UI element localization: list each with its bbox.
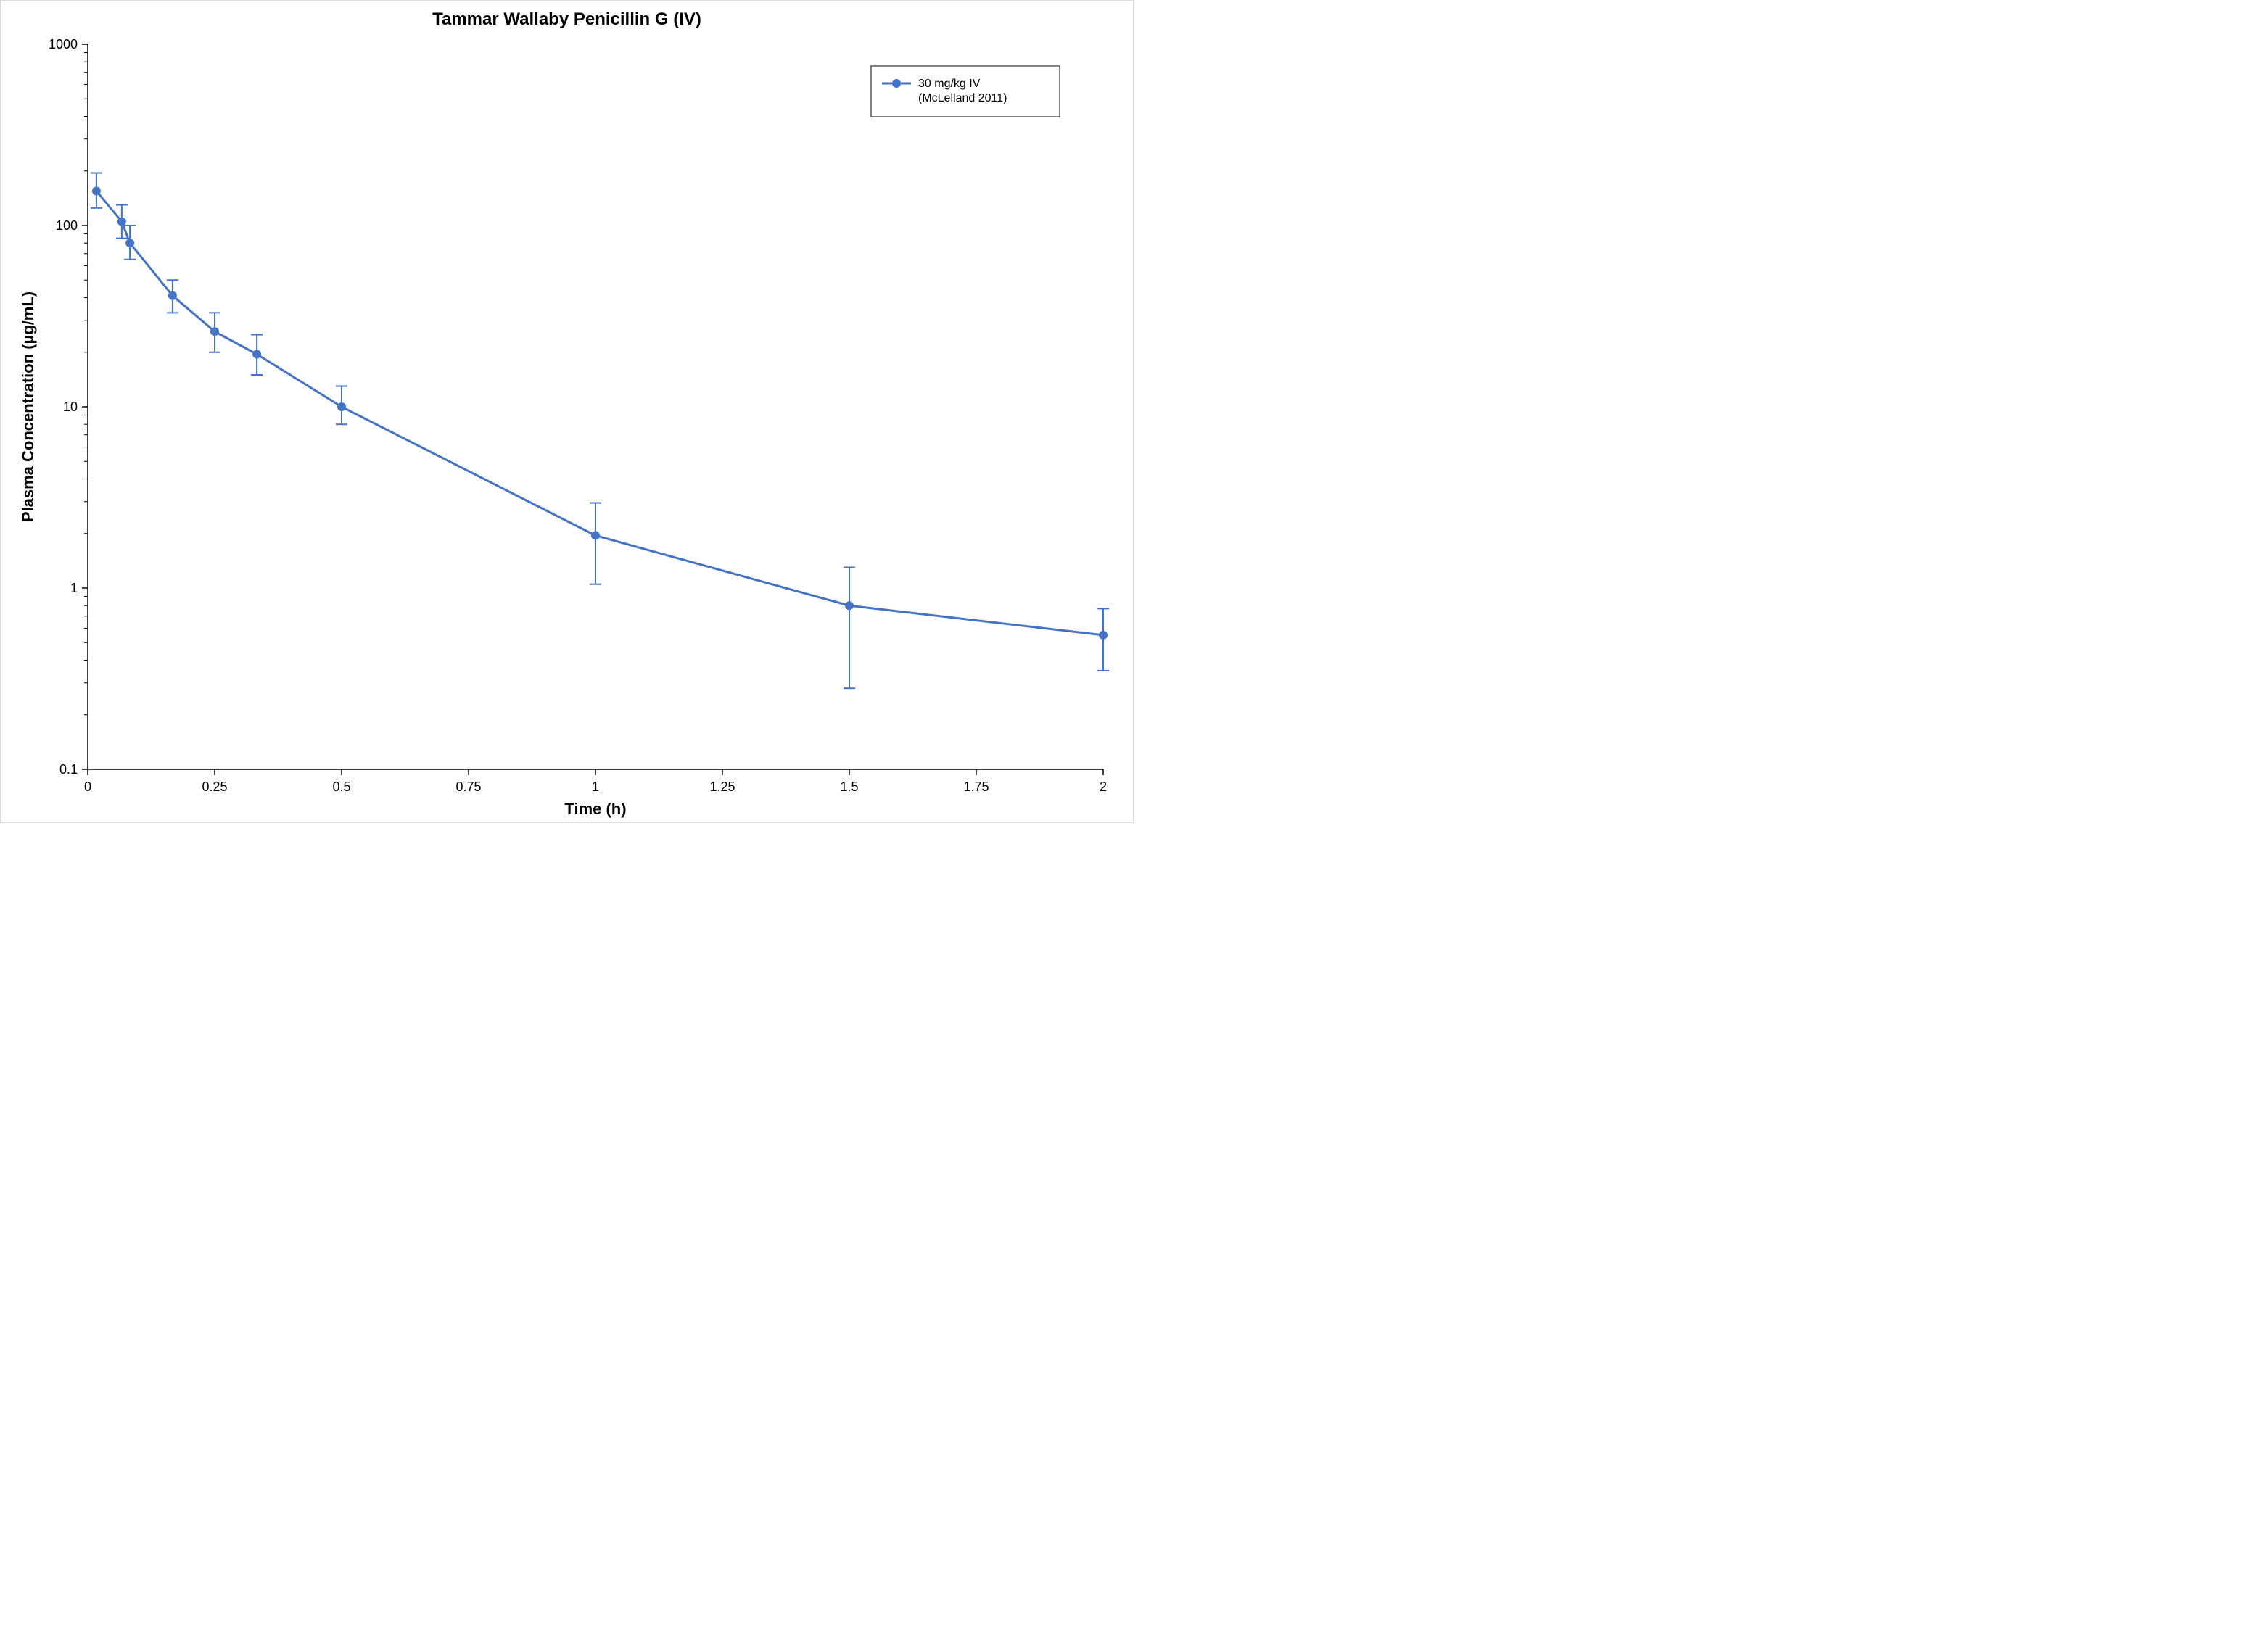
x-tick-label: 0 [84,779,91,794]
x-tick-label: 1.5 [840,779,858,794]
legend-box [871,66,1060,117]
x-axis-label: Time (h) [564,800,626,818]
data-marker [591,531,600,539]
x-tick-label: 1 [592,779,599,794]
y-tick-label: 1000 [49,37,78,51]
x-tick-label: 0.25 [202,779,227,794]
chart-svg: 0 0.25 0.5 0.75 1 1.25 1.5 1.75 2 Time (h) 0.1 1 10 1… [1,1,1134,824]
y-tick-label: 1 [70,581,78,595]
data-marker [125,239,134,247]
data-marker [337,402,346,411]
data-marker [845,601,854,610]
data-marker [252,350,261,358]
data-marker [210,327,219,336]
series-line [96,191,1103,634]
y-axis-label: Plasma Concentration (µg/mL) [19,291,37,522]
y-tick-label: 0.1 [59,762,78,777]
x-tick-label: 1.75 [963,779,989,794]
x-tick-label: 0.75 [455,779,481,794]
x-tick-label: 0.5 [332,779,350,794]
y-tick-label: 100 [56,218,78,233]
legend-label-line1: 30 mg/kg IV [918,78,981,90]
chart-container: Tammar Wallaby Penicillin G (IV) 00.250.… [0,0,1134,823]
data-marker [168,291,177,300]
x-tick-label: 1.25 [709,779,735,794]
legend-label-line2: (McLelland 2011) [918,92,1007,104]
data-marker [117,218,126,226]
data-marker [1099,631,1108,640]
x-tick-label: 2 [1100,779,1107,794]
y-tick-label: 10 [63,400,78,414]
legend-marker-icon [892,79,901,88]
data-marker [92,186,101,195]
